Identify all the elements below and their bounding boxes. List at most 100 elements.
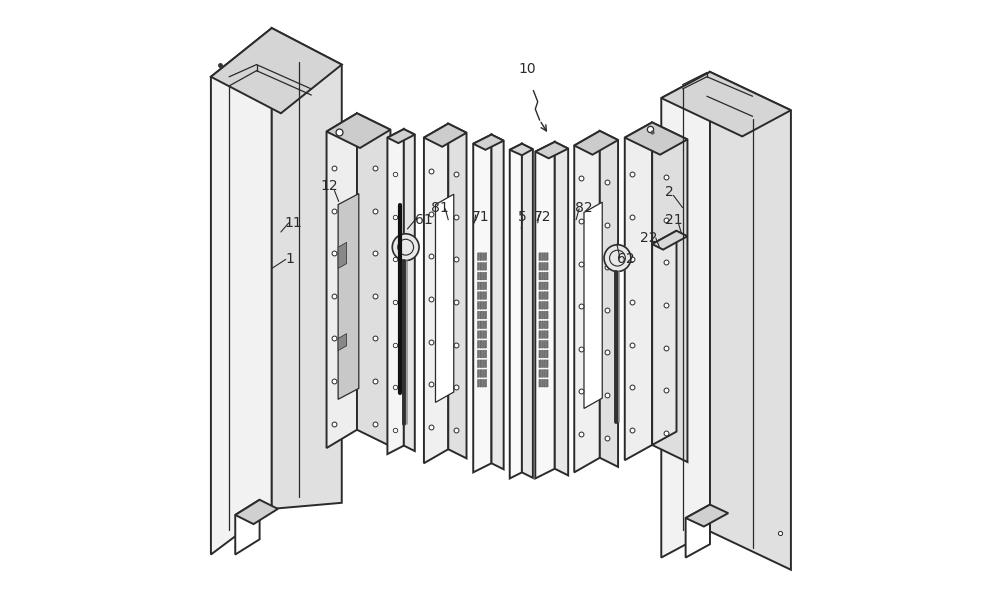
- Circle shape: [604, 245, 631, 271]
- Polygon shape: [541, 331, 543, 339]
- Text: 81: 81: [431, 201, 449, 215]
- Polygon shape: [539, 311, 541, 319]
- Polygon shape: [600, 131, 618, 467]
- Polygon shape: [544, 370, 546, 378]
- Polygon shape: [482, 340, 484, 348]
- Polygon shape: [686, 504, 728, 526]
- Polygon shape: [480, 340, 482, 348]
- Text: 2: 2: [665, 185, 674, 199]
- Polygon shape: [477, 311, 479, 319]
- Polygon shape: [404, 129, 415, 451]
- Polygon shape: [477, 379, 479, 387]
- Polygon shape: [652, 123, 687, 462]
- Polygon shape: [387, 129, 415, 143]
- Polygon shape: [473, 135, 491, 472]
- Polygon shape: [546, 292, 548, 300]
- Polygon shape: [485, 282, 487, 290]
- Polygon shape: [482, 282, 484, 290]
- Polygon shape: [482, 360, 484, 368]
- Polygon shape: [541, 282, 543, 290]
- Polygon shape: [482, 379, 484, 387]
- Polygon shape: [539, 360, 541, 368]
- Polygon shape: [327, 113, 357, 448]
- Polygon shape: [546, 311, 548, 319]
- Polygon shape: [546, 262, 548, 270]
- Polygon shape: [510, 144, 522, 478]
- Polygon shape: [574, 131, 618, 155]
- Polygon shape: [211, 28, 342, 113]
- Polygon shape: [485, 253, 487, 260]
- Polygon shape: [539, 262, 541, 270]
- Polygon shape: [541, 301, 543, 309]
- Text: 71: 71: [472, 210, 489, 224]
- Polygon shape: [480, 301, 482, 309]
- Polygon shape: [272, 28, 342, 509]
- Polygon shape: [661, 72, 791, 137]
- Polygon shape: [539, 253, 541, 260]
- Polygon shape: [541, 350, 543, 358]
- Text: 12: 12: [321, 179, 338, 193]
- Polygon shape: [541, 321, 543, 329]
- Polygon shape: [477, 340, 479, 348]
- Polygon shape: [485, 301, 487, 309]
- Polygon shape: [522, 144, 533, 478]
- Polygon shape: [539, 379, 541, 387]
- Polygon shape: [539, 321, 541, 329]
- Polygon shape: [491, 135, 504, 469]
- Polygon shape: [544, 292, 546, 300]
- Polygon shape: [539, 331, 541, 339]
- Polygon shape: [544, 282, 546, 290]
- Polygon shape: [541, 262, 543, 270]
- Text: 11: 11: [284, 216, 302, 230]
- Text: 61: 61: [415, 213, 433, 227]
- Polygon shape: [541, 292, 543, 300]
- Polygon shape: [485, 379, 487, 387]
- Text: 10: 10: [519, 62, 536, 76]
- Circle shape: [392, 234, 419, 260]
- Polygon shape: [482, 350, 484, 358]
- Polygon shape: [473, 135, 504, 150]
- Polygon shape: [544, 301, 546, 309]
- Polygon shape: [485, 262, 487, 270]
- Text: 1: 1: [286, 253, 294, 267]
- Polygon shape: [652, 231, 676, 445]
- Polygon shape: [544, 311, 546, 319]
- Polygon shape: [480, 282, 482, 290]
- Polygon shape: [482, 321, 484, 329]
- Polygon shape: [211, 28, 272, 554]
- Polygon shape: [539, 292, 541, 300]
- Polygon shape: [235, 500, 278, 524]
- Text: 21: 21: [665, 213, 683, 227]
- Polygon shape: [546, 282, 548, 290]
- Polygon shape: [485, 350, 487, 358]
- Polygon shape: [338, 193, 359, 400]
- Polygon shape: [541, 253, 543, 260]
- Polygon shape: [544, 262, 546, 270]
- Polygon shape: [546, 370, 548, 378]
- Polygon shape: [482, 253, 484, 260]
- Polygon shape: [482, 311, 484, 319]
- Polygon shape: [477, 272, 479, 280]
- Polygon shape: [435, 194, 454, 403]
- Polygon shape: [482, 292, 484, 300]
- Polygon shape: [544, 272, 546, 280]
- Polygon shape: [546, 253, 548, 260]
- Polygon shape: [477, 321, 479, 329]
- Polygon shape: [482, 370, 484, 378]
- Polygon shape: [544, 379, 546, 387]
- Polygon shape: [480, 311, 482, 319]
- Polygon shape: [539, 301, 541, 309]
- Polygon shape: [477, 292, 479, 300]
- Polygon shape: [327, 113, 390, 148]
- Polygon shape: [546, 272, 548, 280]
- Polygon shape: [485, 311, 487, 319]
- Polygon shape: [541, 370, 543, 378]
- Polygon shape: [510, 144, 533, 156]
- Polygon shape: [448, 124, 467, 458]
- Text: 5: 5: [518, 210, 526, 224]
- Polygon shape: [541, 379, 543, 387]
- Polygon shape: [424, 124, 467, 147]
- Polygon shape: [480, 360, 482, 368]
- Polygon shape: [652, 231, 687, 249]
- Polygon shape: [485, 360, 487, 368]
